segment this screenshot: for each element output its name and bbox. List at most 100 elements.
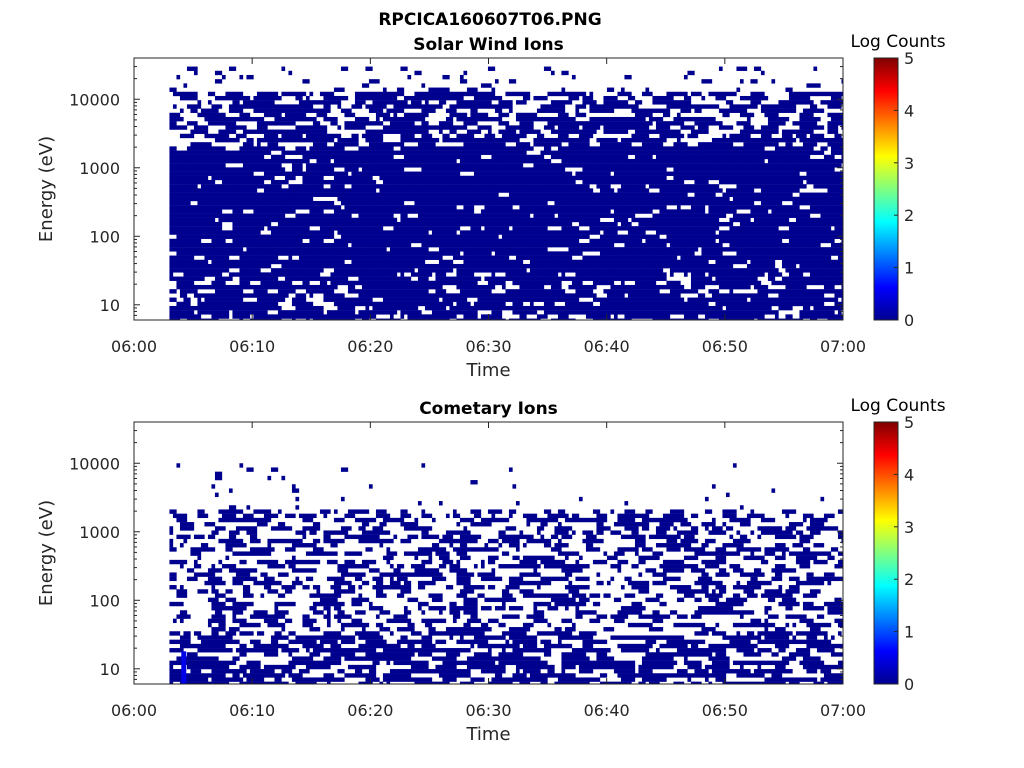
- heatmap-cell: [456, 301, 468, 307]
- heatmap-cell: [788, 576, 800, 582]
- heatmap-cell: [445, 230, 457, 235]
- heatmap-cell: [620, 255, 636, 260]
- heatmap-cell: [669, 247, 688, 252]
- heatmap-cell: [372, 79, 380, 84]
- heatmap-cell: [396, 593, 401, 598]
- heatmap-cell: [375, 509, 387, 514]
- heatmap-cell: [673, 543, 678, 548]
- heatmap-cell: [662, 513, 674, 519]
- heatmap-cell: [403, 171, 408, 176]
- heatmap-cell: [200, 639, 216, 645]
- heatmap-cell: [298, 530, 307, 535]
- heatmap-cell: [620, 196, 636, 202]
- heatmap-cell: [333, 95, 349, 101]
- heatmap-cell: [722, 112, 730, 118]
- heatmap-cell: [739, 622, 751, 628]
- heatmap-cell: [477, 196, 492, 202]
- heatmap-cell: [694, 652, 702, 657]
- heatmap-cell: [659, 293, 671, 298]
- heatmap-cell: [253, 255, 261, 260]
- heatmap-cell: [746, 221, 765, 227]
- heatmap-cell: [347, 673, 359, 678]
- heatmap-cell: [508, 467, 513, 472]
- heatmap-cell: [778, 547, 790, 552]
- heatmap-cell: [736, 530, 741, 535]
- heatmap-cell: [379, 217, 394, 223]
- heatmap-cell: [606, 108, 615, 113]
- heatmap-cell: [459, 589, 471, 594]
- heatmap-cell: [582, 242, 590, 248]
- heatmap-cell: [400, 589, 412, 594]
- heatmap-cell: [351, 184, 356, 189]
- heatmap-cell: [578, 293, 597, 298]
- heatmap-cell: [620, 205, 639, 210]
- heatmap-cell: [323, 284, 338, 290]
- heatmap-cell: [550, 171, 566, 176]
- heatmap-cell: [344, 305, 352, 311]
- heatmap-cell: [312, 547, 324, 552]
- heatmap-cell: [260, 200, 272, 206]
- heatmap-cell: [179, 618, 184, 624]
- heatmap-cell: [190, 526, 195, 531]
- heatmap-cell: [669, 534, 681, 540]
- heatmap-cell: [785, 100, 790, 105]
- heatmap-cell: [407, 74, 412, 80]
- heatmap-cell: [288, 205, 300, 210]
- heatmap-cell: [190, 184, 198, 189]
- heatmap-cell: [368, 121, 384, 126]
- heatmap-cell: [354, 154, 359, 160]
- heatmap-cell: [221, 129, 233, 134]
- heatmap-cell: [480, 175, 499, 181]
- heatmap-cell: [221, 205, 244, 210]
- heatmap-cell: [242, 205, 251, 210]
- heatmap-cell: [739, 301, 758, 307]
- heatmap-cell: [169, 121, 174, 126]
- heatmap-cell: [239, 179, 251, 185]
- heatmap-cell: [662, 559, 678, 565]
- heatmap-cell: [571, 217, 587, 223]
- heatmap-cell: [785, 108, 790, 113]
- heatmap-cell: [557, 559, 566, 565]
- heatmap-cell: [823, 576, 835, 582]
- heatmap-cell: [596, 526, 604, 531]
- heatmap-cell: [725, 526, 734, 531]
- heatmap-cell: [540, 251, 552, 256]
- heatmap-cell: [540, 234, 555, 239]
- heatmap-cell: [218, 635, 233, 640]
- heatmap-cell: [368, 66, 373, 71]
- heatmap-cell: [291, 538, 303, 544]
- heatmap-cell: [389, 564, 394, 569]
- heatmap-cell: [536, 314, 548, 319]
- heatmap-cell: [690, 284, 706, 290]
- heatmap-cell: [239, 209, 244, 214]
- heatmap-cell: [477, 150, 489, 155]
- heatmap-cell: [260, 610, 268, 615]
- heatmap-cell: [400, 509, 408, 514]
- heatmap-cell: [778, 247, 797, 252]
- heatmap-cell: [543, 652, 552, 657]
- heatmap-cell: [386, 171, 398, 176]
- heatmap-cell: [197, 555, 202, 561]
- heatmap-cell: [466, 656, 478, 661]
- heatmap-cell: [571, 150, 583, 155]
- heatmap-cell: [316, 593, 328, 598]
- heatmap-cell: [809, 272, 821, 277]
- heatmap-cell: [585, 284, 597, 290]
- heatmap-cell: [438, 551, 450, 556]
- heatmap-cell: [323, 673, 335, 678]
- heatmap-cell: [337, 297, 342, 302]
- heatmap-cell: [708, 673, 713, 678]
- heatmap-cell: [274, 167, 286, 172]
- heatmap-cell: [256, 104, 265, 109]
- heatmap-cell: [827, 643, 835, 649]
- heatmap-cell: [638, 133, 650, 139]
- heatmap-cell: [361, 622, 370, 628]
- heatmap-cell: [449, 276, 454, 281]
- heatmap-cell: [211, 631, 219, 636]
- heatmap-cell: [711, 247, 727, 252]
- heatmap-cell: [652, 137, 657, 143]
- heatmap-cell: [169, 677, 181, 682]
- heatmap-cell: [774, 643, 779, 649]
- heatmap-cell: [627, 188, 650, 193]
- heatmap-cell: [631, 217, 650, 223]
